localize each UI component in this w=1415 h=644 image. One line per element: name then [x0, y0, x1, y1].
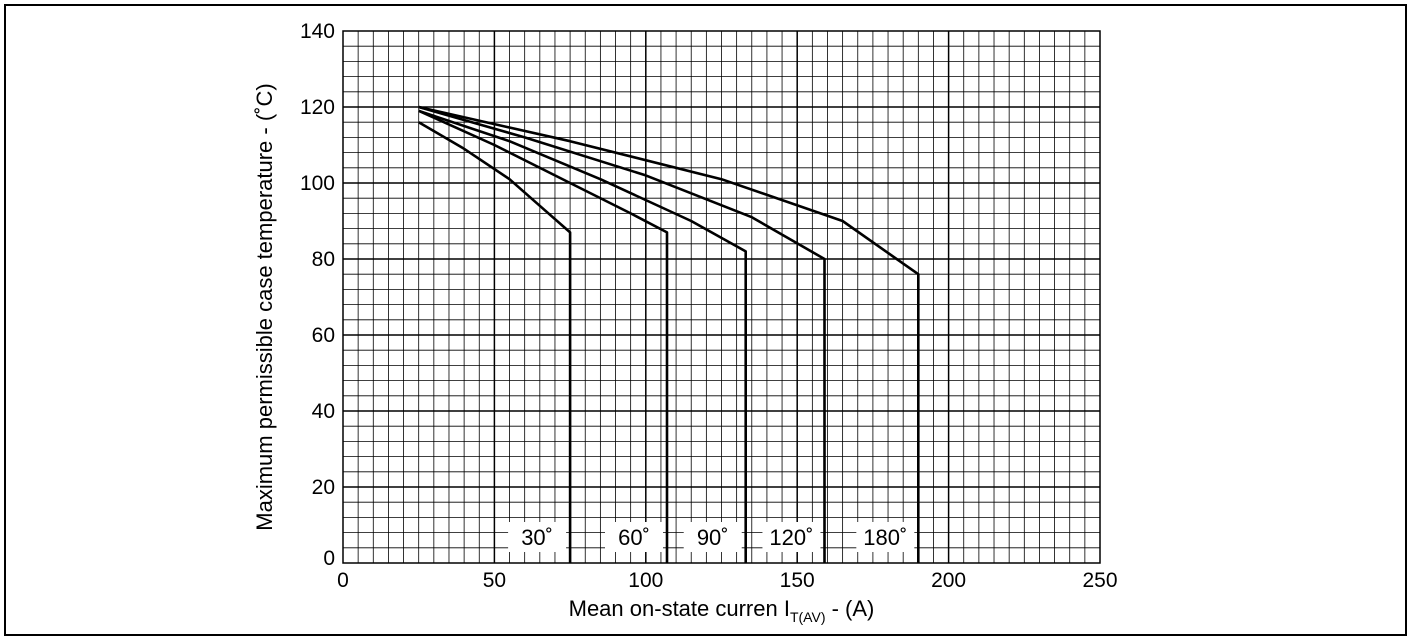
- angle-label-30: 30˚: [521, 525, 553, 550]
- y-tick-label: 20: [312, 476, 335, 499]
- y-tick-label: 80: [312, 248, 335, 271]
- major-grid: [343, 31, 1100, 563]
- angle-label-bg: [604, 522, 663, 552]
- minor-grid: [343, 31, 1100, 563]
- angle-labels: 30˚ 60˚ 90˚ 120˚ 180˚: [521, 525, 907, 550]
- angle-label-bg: [508, 522, 567, 552]
- y-tick-label: 40: [312, 400, 335, 423]
- angle-label-backgrounds: [508, 522, 915, 552]
- x-tick-label: 250: [1082, 569, 1117, 592]
- angle-label-bg: [683, 522, 742, 552]
- angle-label-bg: [856, 522, 915, 552]
- curve-90-deg: [418, 109, 747, 563]
- x-tick-labels: 0 50 100 150 200 250: [337, 569, 1117, 592]
- y-tick-label: 100: [300, 172, 335, 195]
- angle-label-90: 90˚: [697, 525, 729, 550]
- y-axis-title: Maximum permissible case temperature - (…: [252, 83, 277, 530]
- x-tick-label: 150: [780, 569, 815, 592]
- x-tick-label: 100: [628, 569, 663, 592]
- curve-60-deg: [418, 109, 669, 563]
- plot-border: [342, 30, 1101, 564]
- x-tick-label: 200: [931, 569, 966, 592]
- angle-label-180: 180˚: [863, 525, 907, 550]
- angle-label-60: 60˚: [618, 525, 650, 550]
- curve-30-deg: [418, 121, 572, 563]
- y-tick-labels: 0 20 40 60 80 100 120 140: [300, 20, 335, 570]
- curve-120-deg: [418, 105, 826, 563]
- x-tick-label: 0: [337, 569, 349, 592]
- y-tick-label: 60: [312, 324, 335, 347]
- curve-180-deg: [418, 105, 920, 563]
- angle-label-120: 120˚: [769, 525, 813, 550]
- y-tick-label: 140: [300, 20, 335, 43]
- y-tick-label: 0: [323, 547, 335, 570]
- y-tick-label: 120: [300, 96, 335, 119]
- x-tick-label: 50: [483, 569, 506, 592]
- x-axis-title: Mean on-state curren IT(AV) - (A): [569, 596, 875, 625]
- curves: [418, 105, 920, 563]
- angle-label-bg: [762, 522, 821, 552]
